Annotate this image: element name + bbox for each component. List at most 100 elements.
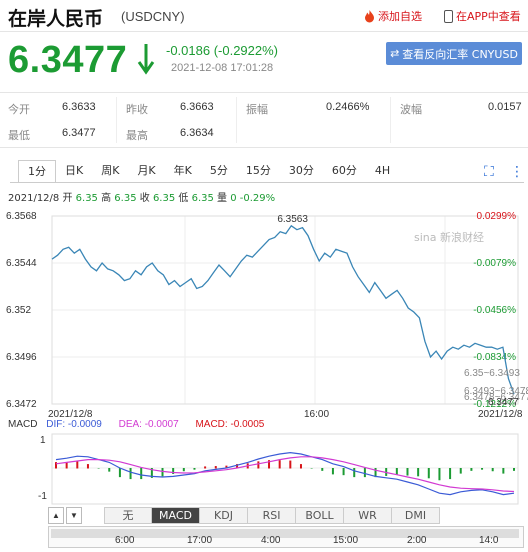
x-label-end: 2021/12/8 [478,409,523,420]
stat-label-open: 今开 [8,103,30,116]
indicator-macd[interactable]: MACD [152,507,200,524]
range-overlay-label: 6.3478~6.3477 [464,392,528,403]
quote-timestamp: 2021-12-08 17:01:28 [171,62,274,74]
fullscreen-icon[interactable]: ⛶ [484,163,494,179]
quote-stats: 今开 6.3633 昨收 6.3663 振幅 0.2466% 波幅 0.0157… [0,92,528,148]
stat-value-open: 6.3633 [62,101,96,113]
down-arrow-icon [137,44,155,75]
stat-value-range: 0.0157 [488,101,522,113]
tab-15min[interactable]: 15分 [245,164,271,177]
macd-bar [299,464,302,469]
macd-bar [438,468,441,481]
tab-4h[interactable]: 4H [374,164,391,177]
open-in-app-button[interactable]: 在APP中查看 [444,8,521,24]
period-tabs: 1分 日K 周K 月K 年K 5分 15分 30分 60分 4H [18,160,399,183]
ohlc-volume: 0 [230,193,237,204]
timeline-scrubber[interactable]: 6:00 17:00 4:00 15:00 2:00 14:0 [48,526,524,548]
plot-frame [51,215,519,405]
quote-header: 在岸人民币 (USDCNY) 添加自选 在APP中查看 [0,0,528,32]
macd-bar [204,466,207,469]
indicator-kdj[interactable]: KDJ [200,507,248,524]
tab-5min[interactable]: 5分 [209,164,228,177]
macd-bar [214,466,217,469]
macd-dea-line [55,456,515,493]
open-in-app-label: 在APP中查看 [456,10,521,23]
x-label-mid: 16:00 [304,409,329,420]
macd-bar [395,468,398,475]
macd-bar [225,465,228,469]
y-tick-label: 6.3568 [6,211,37,222]
indicator-bar: ▲ ▼ 无 MACD KDJ RSI BOLL WR DMI [48,507,440,524]
macd-dea: DEA: -0.0007 [118,419,179,430]
macd-bar [182,468,185,472]
ohlc-summary: 2021/12/8 开 6.35 高 6.35 收 6.35 低 6.35 量 … [8,193,276,204]
tab-30min[interactable]: 30分 [288,164,314,177]
x-label-start: 2021/12/8 [48,409,93,420]
macd-bar [76,461,79,469]
tab-yearly[interactable]: 年K [173,164,192,177]
macd-bar [481,468,484,470]
add-watchlist-label: 添加自选 [378,10,422,23]
tab-60min[interactable]: 60分 [331,164,357,177]
indicator-rsi[interactable]: RSI [248,507,296,524]
right-tick-label: -0.0834% [473,352,516,363]
macd-bar [257,461,260,469]
flame-icon [365,9,374,22]
macd-bar [417,468,420,477]
right-tick-label: -0.0456% [473,305,516,316]
ohlc-date: 2021/12/8 [8,193,60,204]
y-tick-label: 6.352 [6,305,31,316]
macd-dif: DIF: -0.0009 [46,419,102,430]
macd-bar [172,468,175,474]
indicator-boll[interactable]: BOLL [296,507,344,524]
macd-bar [427,468,430,479]
macd-bar [150,468,153,478]
indicator-wr[interactable]: WR [344,507,392,524]
ohlc-pct: -0.29% [239,193,276,204]
macd-bar [353,468,356,478]
add-watchlist-button[interactable]: 添加自选 [364,8,422,24]
scroll-down-button[interactable]: ▼ [66,507,82,524]
right-tick-label: -0.1212% [473,399,516,410]
timeline-window[interactable] [51,529,519,538]
macd-bar [289,460,292,469]
timeline-label: 6:00 [115,535,135,546]
macd-legend: MACD DIF: -0.0009 DEA: -0.0007 MACD: -0.… [8,419,264,430]
macd-bar [161,468,164,477]
macd-bar [363,468,366,478]
indicator-none[interactable]: 无 [104,507,152,524]
y-tick-label: 6.3544 [6,258,37,269]
reverse-rate-button[interactable]: ⇄ 查看反向汇率 CNYUSD [386,42,522,65]
macd-bar [406,468,409,476]
tab-monthly[interactable]: 月K [137,164,156,177]
right-tick-label: 0.0299% [477,211,517,222]
tab-1min[interactable]: 1分 [18,160,56,183]
tab-weekly[interactable]: 周K [101,164,120,177]
stat-value-prev-close: 6.3663 [180,101,214,113]
macd-bar [193,468,196,470]
scroll-up-button[interactable]: ▲ [48,507,64,524]
timeline-label: 15:00 [333,535,359,546]
phone-icon [444,9,453,23]
macd-bar [321,468,324,471]
macd-y-tick: -1 [38,491,47,502]
macd-title: MACD [8,419,38,430]
macd-bar [86,464,89,469]
instrument-title: 在岸人民币 [8,8,104,30]
timeline-label: 4:00 [261,535,281,546]
macd-value: MACD: -0.0005 [195,419,265,430]
timeline-label: 17:00 [187,535,213,546]
price-chart[interactable]: 6.3568 6.3544 6.352 6.3496 6.3472 0.0299% -0.… [0,200,528,506]
watermark: sina 新浪财经 [414,230,484,244]
macd-bar [491,468,494,472]
macd-bar [278,460,281,469]
macd-bar [331,468,334,475]
indicator-dmi[interactable]: DMI [392,507,440,524]
macd-bar [236,464,239,469]
more-menu-icon[interactable]: ⋮ [510,163,524,179]
macd-bar [118,468,121,478]
tab-daily[interactable]: 日K [65,164,84,177]
macd-bar [374,468,377,478]
stat-value-high: 6.3634 [180,127,214,139]
reverse-rate-label: 查看反向汇率 CNYUSD [402,47,518,61]
